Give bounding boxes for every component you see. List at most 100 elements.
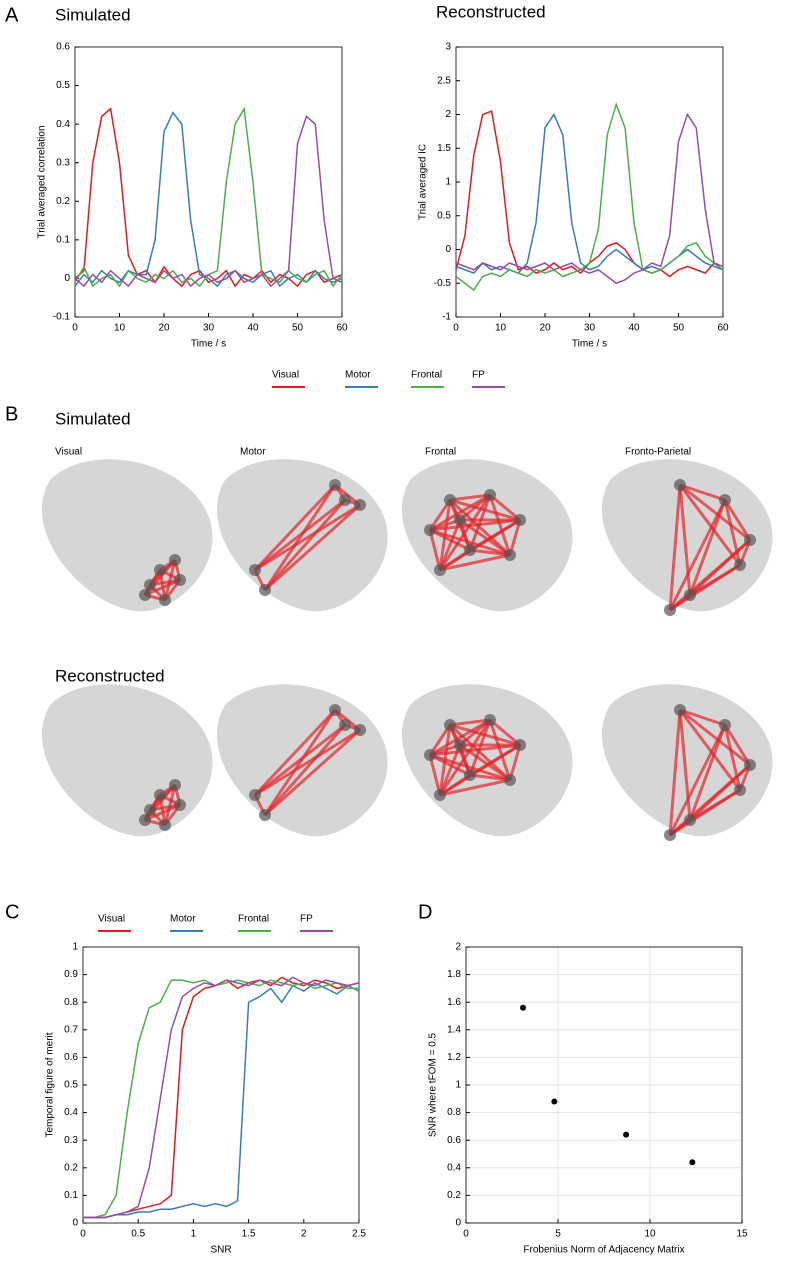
x-tick-label: 50 bbox=[673, 323, 685, 334]
edge bbox=[688, 499, 727, 596]
y-axis-label: SNR where tFOM = 0.5 bbox=[428, 1032, 439, 1137]
y-tick-label: 2.5 bbox=[437, 75, 451, 86]
edge bbox=[439, 548, 471, 572]
line bbox=[455, 112, 724, 285]
node bbox=[744, 534, 756, 546]
legend-label: Visual bbox=[272, 370, 299, 381]
node bbox=[174, 799, 186, 811]
y-tick-label: 0 bbox=[445, 244, 451, 255]
edge bbox=[254, 728, 361, 797]
node bbox=[169, 554, 181, 566]
edge bbox=[668, 709, 682, 836]
node bbox=[464, 544, 476, 556]
y-tick-label: 0.5 bbox=[56, 80, 70, 91]
node bbox=[744, 759, 756, 771]
y-tick-label: 0.2 bbox=[64, 1162, 78, 1173]
node bbox=[484, 714, 496, 726]
x-axis-label: SNR bbox=[210, 1245, 231, 1256]
x-tick-label: 2.5 bbox=[352, 1229, 366, 1240]
y-tick-label: 0.5 bbox=[64, 1080, 78, 1091]
node bbox=[424, 749, 436, 761]
x-tick-label: 60 bbox=[336, 323, 348, 334]
x-tick-label: 40 bbox=[247, 323, 259, 334]
y-axis-label: Temporal figure of merit bbox=[45, 1032, 56, 1137]
node bbox=[259, 809, 271, 821]
node bbox=[154, 564, 166, 576]
x-tick-label: 15 bbox=[736, 1229, 748, 1240]
edge bbox=[469, 773, 511, 782]
edge bbox=[723, 724, 742, 791]
node bbox=[734, 784, 746, 796]
edge bbox=[723, 499, 742, 566]
line bbox=[83, 982, 360, 1219]
edge bbox=[678, 484, 742, 566]
y-tick-label: 1 bbox=[445, 177, 451, 188]
y-tick-label: -0.1 bbox=[53, 312, 71, 323]
x-tick-label: 5 bbox=[555, 1229, 561, 1240]
panel-label: C bbox=[5, 901, 19, 923]
panel-label: A bbox=[5, 4, 19, 26]
edge bbox=[449, 718, 491, 727]
edge bbox=[439, 553, 511, 572]
y-tick-label: 0.6 bbox=[64, 1052, 78, 1063]
edge bbox=[429, 718, 491, 757]
node bbox=[139, 814, 151, 826]
edge bbox=[488, 719, 512, 781]
legend-label: Frontal bbox=[411, 370, 442, 381]
x-tick-label: 0 bbox=[463, 1229, 469, 1240]
edge bbox=[263, 728, 362, 817]
edge bbox=[459, 743, 511, 782]
x-tick-label: 10 bbox=[495, 323, 507, 334]
y-tick-label: 0.4 bbox=[447, 1162, 461, 1173]
edge bbox=[679, 708, 751, 767]
node bbox=[249, 564, 261, 576]
edge bbox=[438, 724, 452, 796]
y-tick-label: -1 bbox=[442, 312, 451, 323]
node bbox=[734, 559, 746, 571]
row-title: Simulated bbox=[55, 409, 131, 428]
edge bbox=[144, 578, 181, 597]
y-axis-label: Trial averaged correlation bbox=[37, 125, 48, 238]
x-tick-label: 0 bbox=[453, 323, 459, 334]
y-tick-label: 1.8 bbox=[447, 969, 461, 980]
x-tick-label: 0 bbox=[80, 1229, 86, 1240]
node bbox=[434, 789, 446, 801]
edge bbox=[679, 483, 726, 502]
axes-box bbox=[82, 946, 360, 1224]
point bbox=[623, 1131, 630, 1138]
node bbox=[434, 564, 446, 576]
edge bbox=[459, 718, 491, 747]
x-tick-label: 60 bbox=[717, 323, 729, 334]
x-tick-label: 20 bbox=[539, 323, 551, 334]
y-tick-label: 1.2 bbox=[447, 1052, 461, 1063]
node bbox=[684, 814, 696, 826]
y-axis-label: Trial averaged IC bbox=[418, 144, 429, 220]
legend-label: Frontal bbox=[238, 914, 269, 925]
node bbox=[339, 719, 351, 731]
node bbox=[144, 804, 156, 816]
y-tick-label: 1.5 bbox=[437, 143, 451, 154]
edge bbox=[428, 499, 452, 531]
edge bbox=[254, 503, 361, 572]
y-tick-label: 0.1 bbox=[64, 1190, 78, 1201]
x-axis-label: Time / s bbox=[572, 339, 607, 350]
edge bbox=[429, 753, 511, 782]
point bbox=[689, 1159, 696, 1166]
y-tick-label: 0 bbox=[455, 1218, 461, 1229]
edge bbox=[439, 773, 471, 797]
node bbox=[684, 589, 696, 601]
edge bbox=[449, 493, 491, 502]
y-tick-label: 1 bbox=[72, 942, 78, 953]
edge bbox=[263, 499, 347, 591]
node bbox=[674, 479, 686, 491]
axes-box bbox=[465, 946, 743, 1224]
edge bbox=[723, 724, 752, 766]
edge bbox=[428, 529, 442, 571]
y-tick-label: 0.1 bbox=[56, 234, 70, 245]
line bbox=[83, 979, 359, 1219]
legend-label: FP bbox=[300, 914, 313, 925]
node bbox=[159, 819, 171, 831]
node bbox=[354, 499, 366, 511]
node bbox=[154, 789, 166, 801]
